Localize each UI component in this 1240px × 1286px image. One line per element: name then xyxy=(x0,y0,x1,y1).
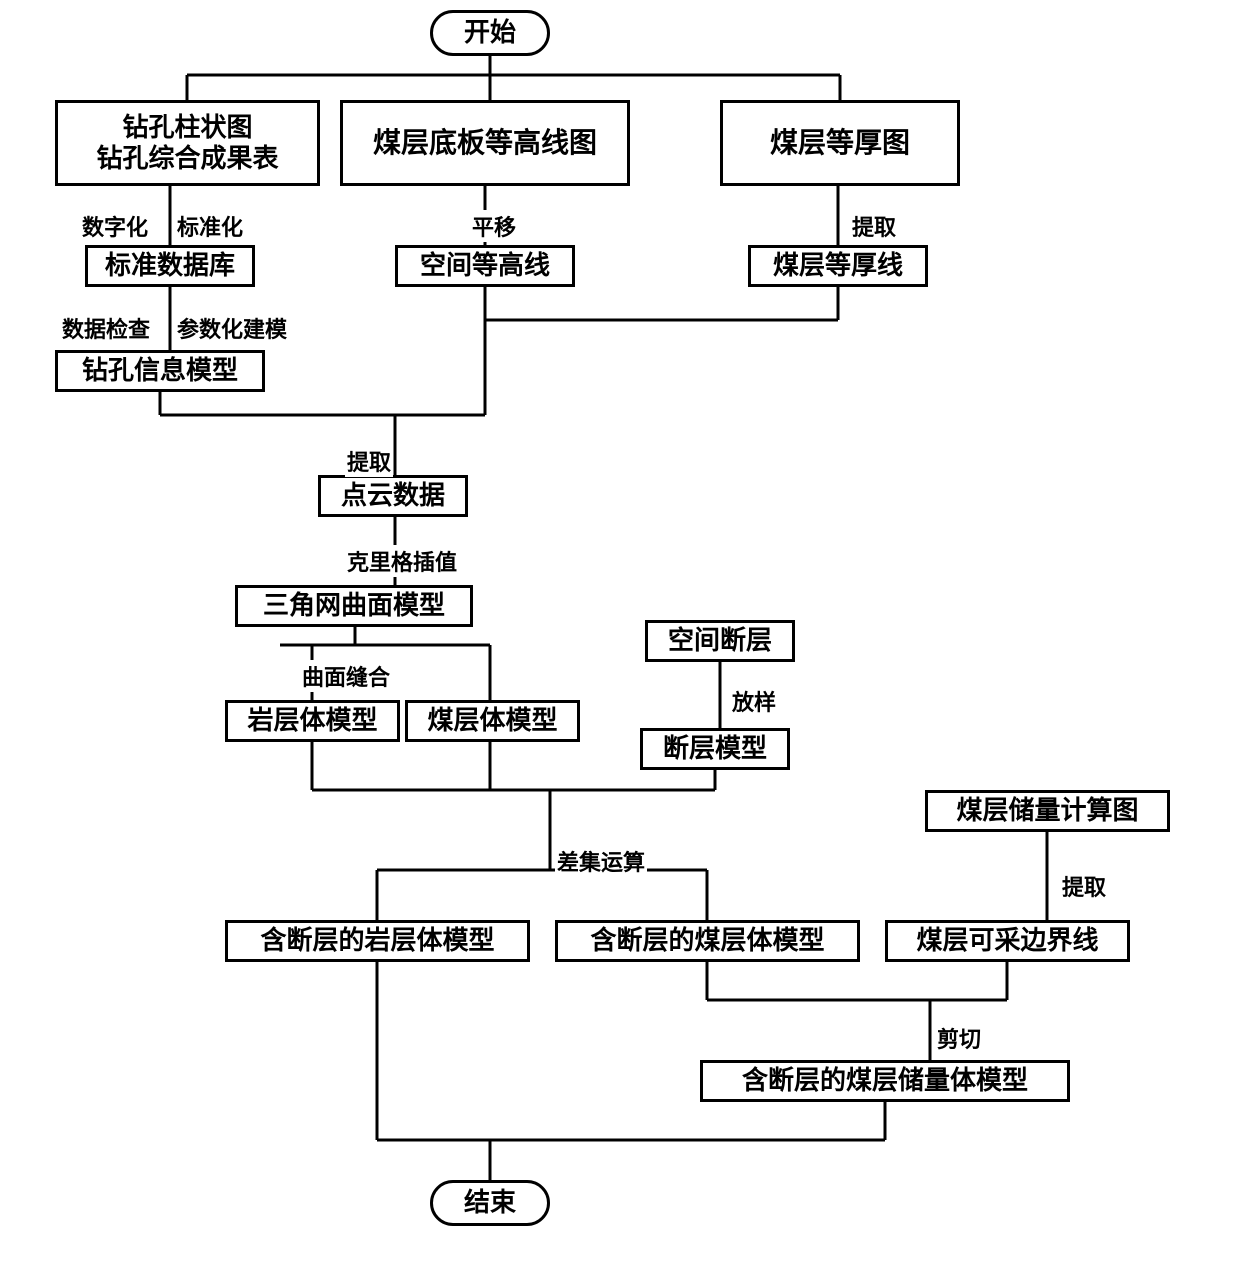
node-coal-with-fault: 含断层的煤层体模型 xyxy=(555,920,860,962)
label-kriging: 克里格插值 xyxy=(345,545,459,577)
label-extract-3: 提取 xyxy=(1060,870,1108,902)
label-surface-stitch: 曲面缝合 xyxy=(300,660,392,692)
node-rock-body-model: 岩层体模型 xyxy=(225,700,400,742)
node-reserve-calc-map: 煤层储量计算图 xyxy=(925,790,1170,832)
node-rock-with-fault: 含断层的岩层体模型 xyxy=(225,920,530,962)
node-tin-surface-model: 三角网曲面模型 xyxy=(235,585,473,627)
node-standard-database: 标准数据库 xyxy=(85,245,255,287)
label-clip: 剪切 xyxy=(935,1022,983,1054)
label-data-check: 数据检查 xyxy=(60,312,152,344)
label-extract-2: 提取 xyxy=(345,445,393,477)
label-extract-1: 提取 xyxy=(850,210,898,242)
node-borehole-histogram: 钻孔柱状图钻孔综合成果表 xyxy=(55,100,320,186)
node-isopach-line: 煤层等厚线 xyxy=(748,245,928,287)
node-point-cloud: 点云数据 xyxy=(318,475,468,517)
label-standardize: 标准化 xyxy=(175,210,245,242)
node-floor-contour-map: 煤层底板等高线图 xyxy=(340,100,630,186)
node-borehole-info-model: 钻孔信息模型 xyxy=(55,350,265,392)
label-digitize: 数字化 xyxy=(80,210,150,242)
label-translate: 平移 xyxy=(470,210,518,242)
node-minable-boundary: 煤层可采边界线 xyxy=(885,920,1130,962)
label-difference-op: 差集运算 xyxy=(555,845,647,877)
node-spatial-contour: 空间等高线 xyxy=(395,245,575,287)
label-parametric-modeling: 参数化建模 xyxy=(175,312,289,344)
node-fault-model: 断层模型 xyxy=(640,728,790,770)
node-reserve-body-model: 含断层的煤层储量体模型 xyxy=(700,1060,1070,1102)
label-loft: 放样 xyxy=(730,685,778,717)
start-terminal: 开始 xyxy=(430,10,550,56)
end-terminal: 结束 xyxy=(430,1180,550,1226)
node-spatial-fault: 空间断层 xyxy=(645,620,795,662)
node-coal-body-model: 煤层体模型 xyxy=(405,700,580,742)
node-isopach-map: 煤层等厚图 xyxy=(720,100,960,186)
